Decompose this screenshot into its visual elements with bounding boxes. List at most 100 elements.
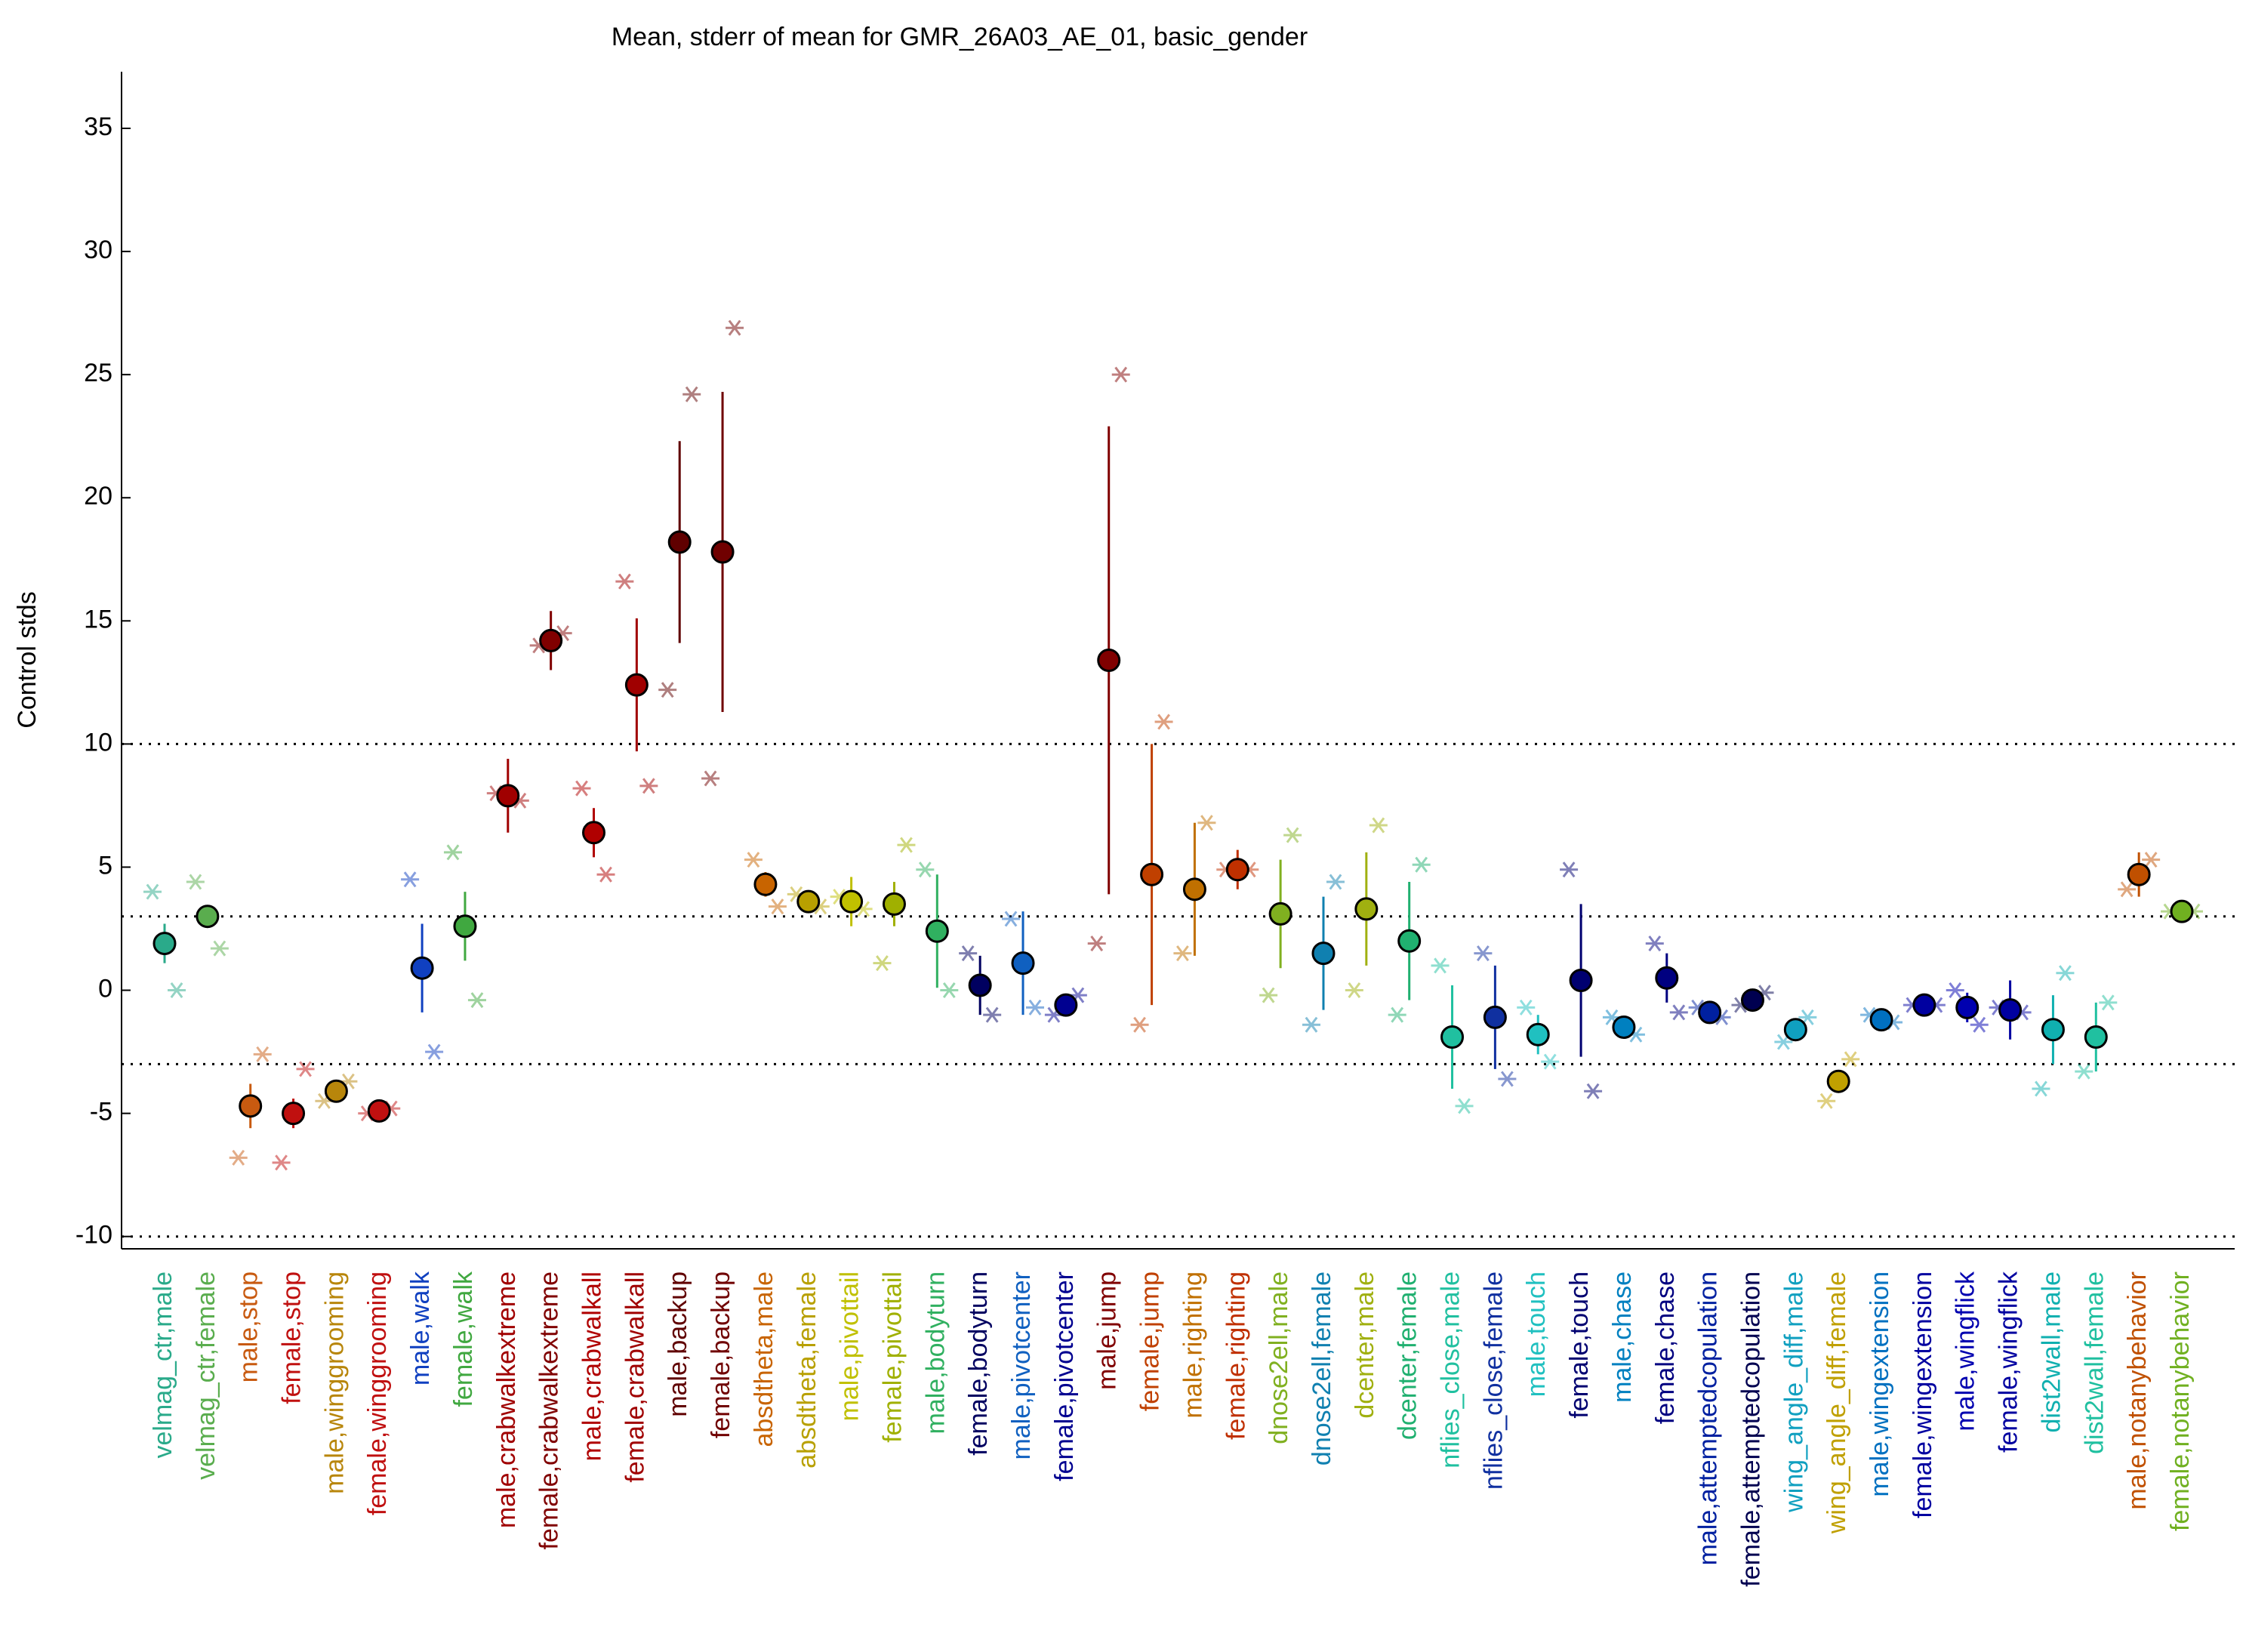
right-point bbox=[296, 1061, 315, 1077]
x-tick-label: male,backup bbox=[664, 1271, 692, 1417]
x-tick-label: male,righting bbox=[1178, 1271, 1207, 1419]
mean-marker bbox=[1354, 897, 1379, 921]
x-tick-label: absdtheta,female bbox=[793, 1271, 821, 1469]
mean-marker bbox=[1569, 968, 1593, 992]
mean-marker bbox=[1311, 942, 1336, 966]
left-point bbox=[272, 1154, 291, 1171]
right-point bbox=[1111, 366, 1130, 383]
mean-marker bbox=[925, 919, 949, 943]
right-point bbox=[983, 1006, 1002, 1023]
left-point bbox=[186, 874, 205, 890]
mean-marker bbox=[1740, 988, 1764, 1012]
x-tick-label: wing_angle_diff,female bbox=[1822, 1271, 1851, 1534]
left-point bbox=[2032, 1080, 2050, 1097]
mean-marker bbox=[2127, 862, 2151, 886]
mean-marker bbox=[1054, 993, 1078, 1017]
x-tick-label: female,jump bbox=[1136, 1271, 1165, 1411]
x-tick-label: male,touch bbox=[1522, 1271, 1551, 1397]
left-point bbox=[1474, 945, 1493, 962]
left-point bbox=[443, 844, 462, 861]
mean-marker bbox=[1955, 995, 1979, 1019]
right-point bbox=[210, 940, 229, 957]
right-point bbox=[1326, 874, 1345, 890]
mean-marker bbox=[1011, 951, 1035, 975]
right-point bbox=[682, 386, 701, 402]
right-point bbox=[1841, 1051, 1860, 1068]
mean-marker bbox=[1182, 877, 1206, 902]
right-point bbox=[1283, 827, 1302, 843]
mean-marker bbox=[1655, 966, 1679, 990]
left-point bbox=[2075, 1063, 2093, 1080]
right-point bbox=[1584, 1083, 1603, 1099]
right-point bbox=[596, 866, 615, 883]
left-point bbox=[1517, 999, 1536, 1016]
x-tick-label: male,walk bbox=[406, 1271, 435, 1385]
x-tick-label: female,chase bbox=[1651, 1271, 1680, 1424]
x-tick-label: male,wingextension bbox=[1866, 1271, 1894, 1497]
left-point bbox=[1345, 982, 1363, 999]
y-tick-label: 10 bbox=[84, 728, 112, 757]
right-point bbox=[2142, 852, 2161, 868]
y-tick-label: -10 bbox=[75, 1221, 112, 1250]
right-point bbox=[1154, 714, 1173, 730]
y-tick-label: 0 bbox=[98, 975, 112, 1003]
right-point bbox=[1412, 856, 1431, 873]
mean-marker bbox=[753, 872, 778, 896]
right-point bbox=[639, 778, 658, 794]
left-point bbox=[873, 955, 892, 972]
x-tick-label: male,stop bbox=[235, 1271, 263, 1382]
x-tick-label: female,walk bbox=[449, 1271, 478, 1407]
right-point bbox=[1541, 1053, 1560, 1070]
left-point bbox=[615, 573, 634, 590]
x-tick-label: female,pivottail bbox=[878, 1271, 907, 1443]
x-tick-label: female,notanybehavior bbox=[2166, 1271, 2195, 1531]
mean-marker bbox=[796, 889, 821, 914]
y-tick-label: 20 bbox=[84, 482, 112, 510]
x-tick-label: dnose2ell,female bbox=[1308, 1271, 1336, 1466]
mean-marker bbox=[239, 1094, 263, 1118]
mean-marker bbox=[1826, 1069, 1850, 1093]
y-tick-label: 15 bbox=[84, 605, 112, 633]
mean-marker bbox=[1912, 993, 1936, 1017]
left-point bbox=[572, 780, 591, 797]
left-point bbox=[1130, 1016, 1149, 1033]
y-axis-label: Control stds bbox=[13, 591, 42, 728]
mean-marker bbox=[453, 914, 477, 938]
mean-marker bbox=[1097, 649, 1121, 672]
y-tick-label: 5 bbox=[98, 851, 112, 880]
x-tick-label: female,stop bbox=[278, 1271, 307, 1404]
x-tick-label: nflies_close,female bbox=[1479, 1271, 1508, 1490]
left-point bbox=[1173, 945, 1192, 962]
left-point bbox=[1259, 987, 1278, 1003]
x-tick-label: male,crabwalkextreme bbox=[492, 1271, 521, 1528]
x-tick-label: male,pivottail bbox=[836, 1271, 864, 1421]
right-point bbox=[897, 837, 916, 853]
x-tick-label: male,pivotcenter bbox=[1007, 1271, 1036, 1459]
left-point bbox=[1431, 957, 1450, 974]
x-tick-label: velmag_ctr,male bbox=[149, 1271, 177, 1459]
mean-marker bbox=[667, 530, 692, 554]
mean-marker bbox=[1483, 1005, 1507, 1029]
x-tick-label: dist2wall,male bbox=[2037, 1271, 2066, 1433]
left-point bbox=[658, 682, 677, 698]
x-tick-label: female,touch bbox=[1565, 1271, 1594, 1419]
mean-marker bbox=[882, 892, 906, 916]
right-point bbox=[1026, 999, 1045, 1016]
chart-title: Mean, stderr of mean for GMR_26A03_AE_01… bbox=[612, 23, 1308, 51]
x-tick-label: male,jump bbox=[1093, 1271, 1122, 1390]
x-tick-label: male,wingflick bbox=[1952, 1271, 1980, 1432]
right-point bbox=[1970, 1016, 1989, 1033]
x-tick-label: female,bodyturn bbox=[964, 1271, 993, 1456]
x-tick-label: dcenter,male bbox=[1351, 1271, 1379, 1419]
x-tick-label: velmag_ctr,female bbox=[192, 1271, 220, 1480]
y-tick-label: 35 bbox=[84, 112, 112, 141]
left-point bbox=[1645, 935, 1664, 952]
x-tick-label: wing_angle_diff,male bbox=[1779, 1271, 1808, 1513]
right-point bbox=[726, 319, 744, 336]
mean-marker bbox=[410, 956, 434, 980]
right-point bbox=[168, 982, 186, 999]
mean-marker bbox=[153, 932, 177, 956]
x-tick-label: female,attemptedcopulation bbox=[1736, 1271, 1765, 1587]
mean-marker bbox=[1698, 1000, 1722, 1025]
